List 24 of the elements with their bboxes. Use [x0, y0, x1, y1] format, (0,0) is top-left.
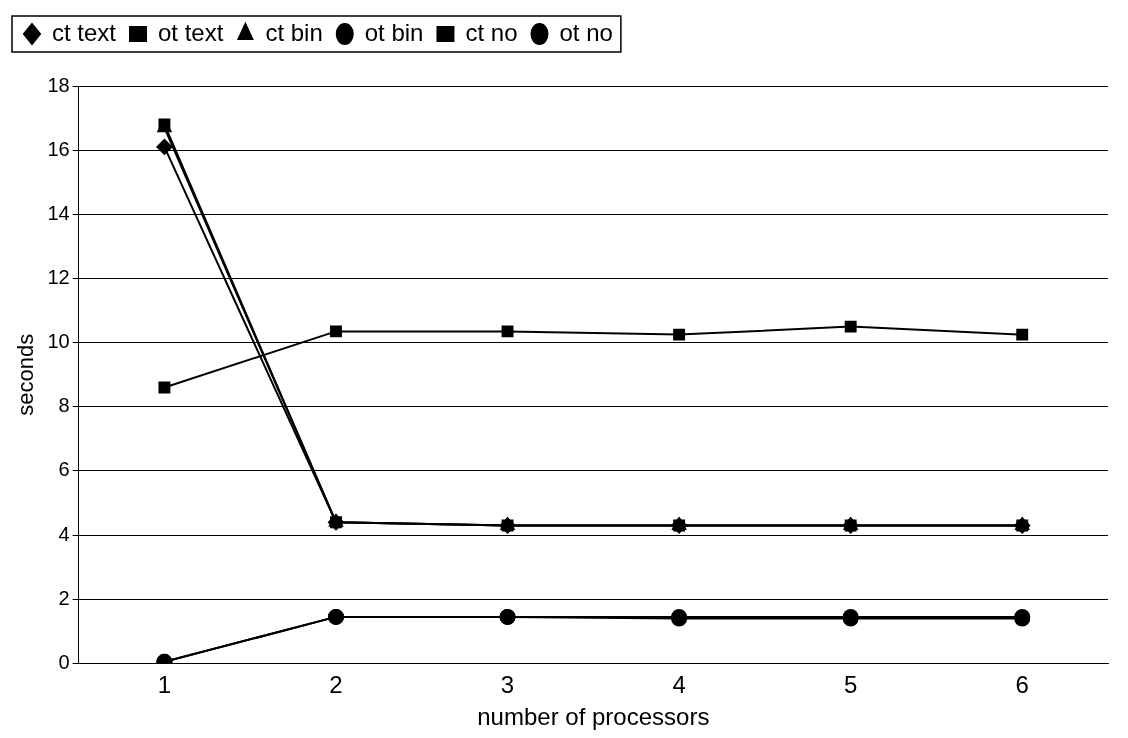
x-tick-label: 5: [843, 671, 858, 699]
y-tick-label: 4: [58, 522, 70, 545]
legend-label: ct text: [52, 18, 117, 46]
x-axis-title: number of processors: [477, 703, 710, 731]
y-tick-label: 10: [47, 330, 70, 353]
legend-label: ct bin: [265, 18, 323, 46]
y-tick-label: 6: [58, 458, 70, 481]
y-tick-label: 8: [58, 394, 70, 417]
y-tick-label: 2: [58, 586, 70, 609]
x-tick-label: 1: [157, 671, 172, 699]
y-tick-label: 14: [47, 201, 70, 224]
x-tick-label: 3: [500, 671, 515, 699]
legend-label: ot bin: [364, 18, 424, 46]
y-tick-label: 0: [58, 650, 70, 673]
y-tick-label: 18: [47, 73, 70, 96]
y-tick-label: 16: [47, 137, 70, 160]
y-tick-label: 12: [47, 265, 70, 288]
x-tick-label: 4: [672, 671, 686, 699]
legend-label: ot text: [158, 18, 224, 46]
legend-label: ot no: [559, 18, 613, 46]
x-tick-label: 2: [329, 671, 343, 699]
y-axis-title: seconds: [13, 333, 39, 416]
legend-label: ct no: [465, 18, 518, 46]
x-tick-label: 6: [1015, 671, 1029, 699]
